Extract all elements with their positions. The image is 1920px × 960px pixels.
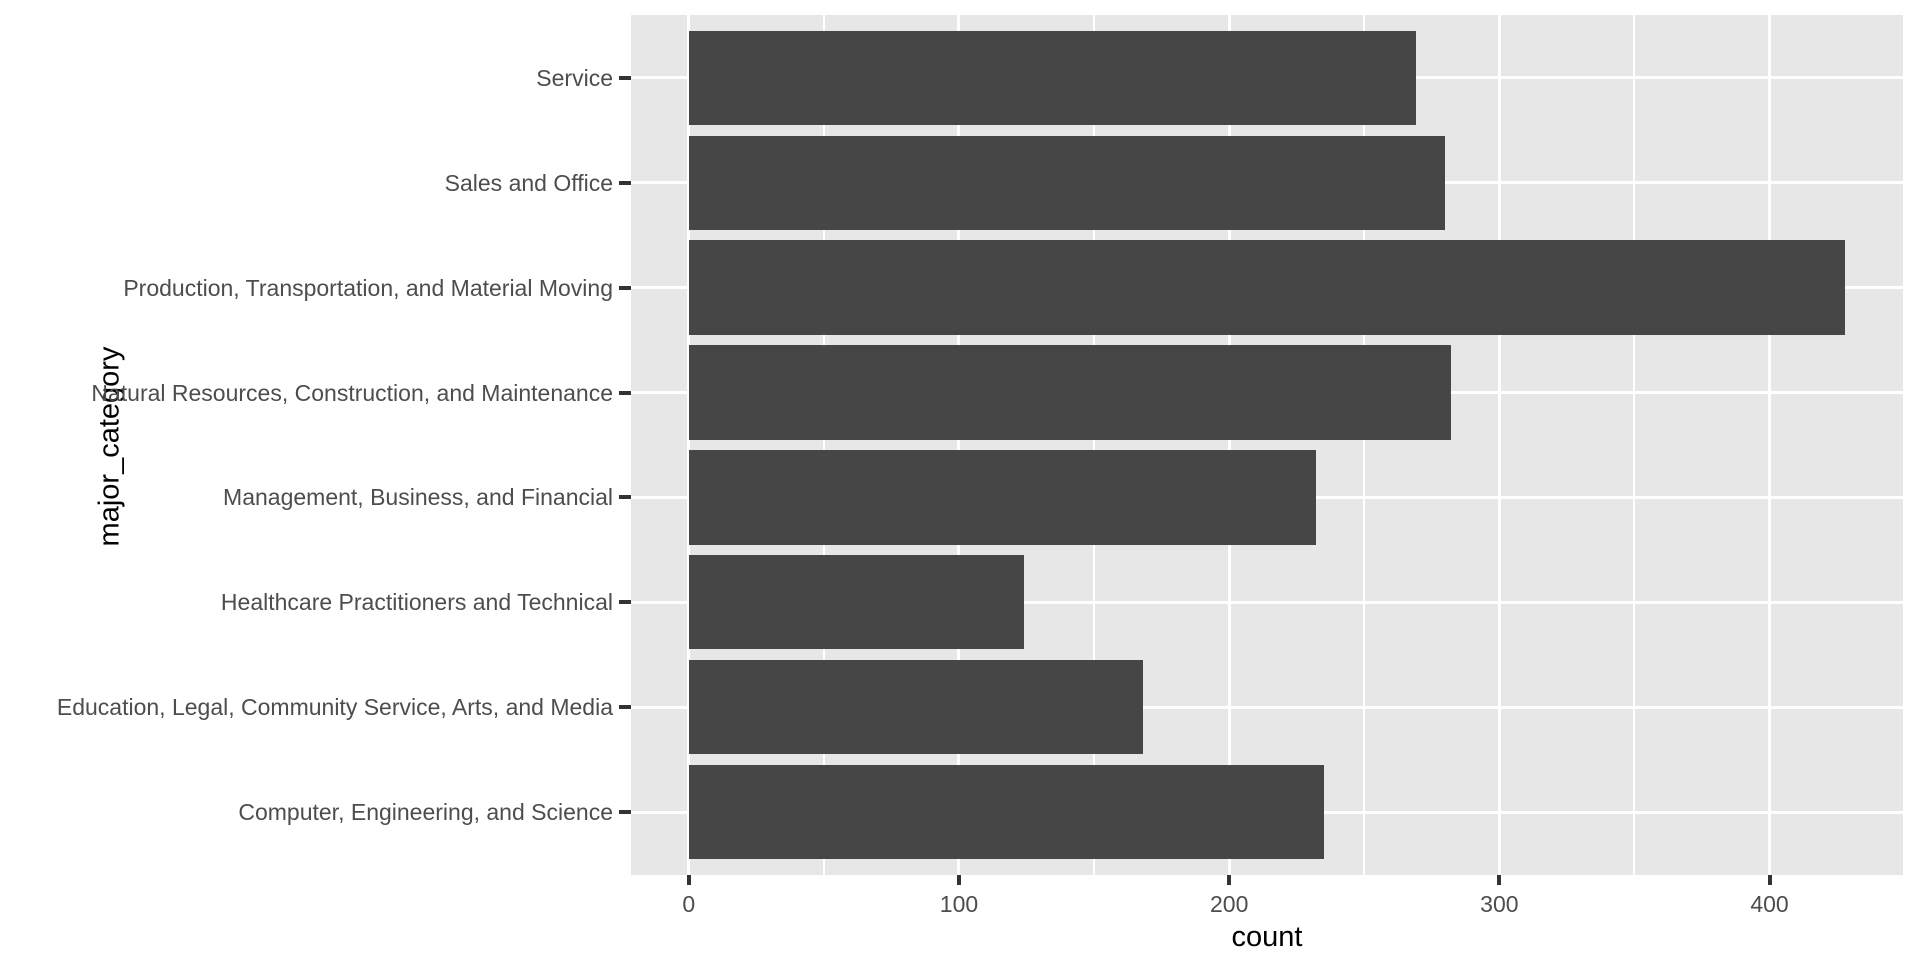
y-tick-mark — [619, 285, 631, 290]
y-tick-label: Natural Resources, Construction, and Mai… — [91, 379, 613, 406]
gridline-horizontal — [631, 600, 1903, 604]
x-axis-title: count — [1231, 921, 1303, 953]
bar — [688, 555, 1024, 650]
gridline-major — [687, 15, 691, 875]
x-tick-label: 0 — [682, 891, 696, 917]
y-tick-mark — [619, 495, 631, 500]
bar — [688, 764, 1324, 860]
y-tick-mark — [619, 180, 631, 185]
y-tick-mark — [619, 810, 631, 815]
x-tick-label: 200 — [1209, 891, 1249, 917]
y-tick-label: Sales and Office — [444, 169, 613, 196]
gridline-minor — [1363, 15, 1366, 875]
bar — [688, 660, 1143, 755]
bar — [688, 135, 1446, 230]
y-tick-label: Healthcare Practitioners and Technical — [220, 589, 613, 616]
bar — [688, 30, 1416, 126]
y-tick-label: Production, Transportation, and Material… — [123, 274, 613, 301]
gridline-major — [957, 15, 961, 875]
x-tick-mark — [686, 875, 691, 885]
x-tick-label: 300 — [1480, 891, 1519, 917]
y-tick-mark — [619, 705, 631, 710]
gridline-major — [1497, 15, 1501, 875]
plot-panel — [631, 15, 1903, 875]
bar — [688, 450, 1316, 545]
gridline-horizontal — [631, 705, 1903, 709]
x-tick-label: 100 — [939, 891, 979, 917]
y-tick-label: Computer, Engineering, and Science — [238, 799, 613, 826]
bar — [688, 345, 1451, 440]
x-tick-mark — [956, 875, 961, 885]
y-tick-mark — [619, 75, 631, 80]
y-tick-label: Service — [536, 64, 613, 91]
y-tick-label: Education, Legal, Community Service, Art… — [56, 694, 613, 721]
gridline-minor — [1093, 15, 1096, 875]
gridline-major — [1768, 15, 1772, 875]
bar — [688, 240, 1846, 335]
gridline-minor — [1633, 15, 1636, 875]
y-tick-mark — [619, 390, 631, 395]
x-tick-mark — [1497, 875, 1502, 885]
gridline-major — [1227, 15, 1231, 875]
y-tick-label: Management, Business, and Financial — [223, 484, 613, 511]
x-tick-mark — [1227, 875, 1232, 885]
x-tick-label: 400 — [1750, 891, 1789, 917]
x-tick-mark — [1767, 875, 1772, 885]
gridline-minor — [822, 15, 825, 875]
y-axis-title: major_category — [93, 346, 126, 547]
y-tick-mark — [619, 600, 631, 605]
